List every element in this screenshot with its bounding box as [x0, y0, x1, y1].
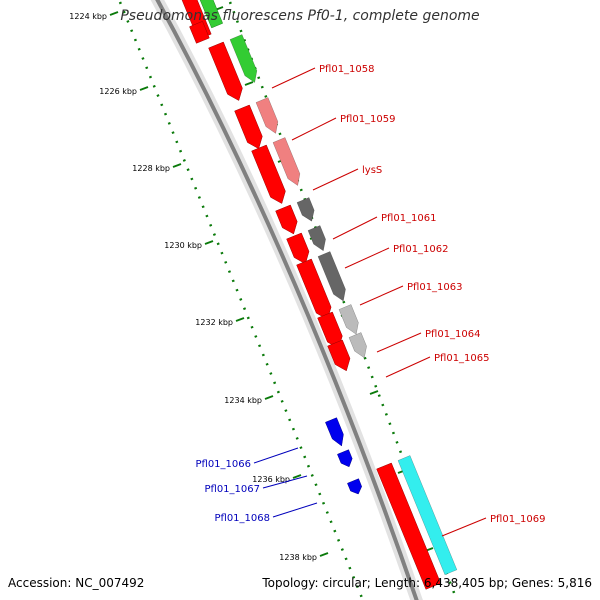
- kbp-label: 1234 kbp: [224, 396, 262, 405]
- leader-lines: [253, 67, 487, 537]
- gene-label-forward: Pfl01_1065: [434, 353, 490, 364]
- kbp-major-tick: [235, 317, 245, 322]
- kbp-label: 1224 kbp: [69, 12, 107, 21]
- topology-text: Topology: circular; Length: 6,438,405 bp…: [262, 576, 592, 590]
- leader-line: [359, 285, 404, 306]
- cds-forward-arrow: [327, 339, 351, 372]
- inner-tick-track: [118, 1, 364, 599]
- cog-track: [199, 0, 458, 576]
- kbp-major-tick: [319, 552, 329, 557]
- reverse-cds-track: [325, 417, 362, 495]
- cog-arrow: [317, 251, 346, 302]
- cog-arrow: [296, 197, 315, 222]
- cds-track: [181, 0, 442, 590]
- leader-line: [344, 247, 390, 269]
- kbp-label: 1230 kbp: [164, 241, 202, 250]
- gene-label-forward: Pfl01_1062: [393, 244, 449, 255]
- cds-forward-segment: [189, 20, 210, 44]
- outer-major-tick: [369, 390, 379, 395]
- gene-label-reverse: Pfl01_1068: [214, 513, 270, 524]
- kbp-major-tick: [139, 86, 149, 91]
- gene-labels: Pfl01_1058 Pfl01_1059 lysS Pfl01_1061 Pfl01_…: [195, 64, 545, 525]
- kbp-label-layer: 1224 kbp 1226 kbp 1228 kbp 1230 kbp 1232 kbp…: [69, 12, 317, 562]
- cds-forward-arrow: [286, 232, 310, 265]
- leader-line: [312, 168, 359, 191]
- cds-forward-arrow: [234, 104, 263, 150]
- gene-label-forward: Pfl01_1059: [340, 114, 396, 125]
- kbp-major-tick: [172, 163, 182, 168]
- kbp-major-tick: [204, 240, 214, 245]
- leader-line: [262, 475, 308, 489]
- leader-line: [271, 67, 316, 89]
- leader-line: [376, 332, 422, 353]
- leader-line: [385, 356, 431, 378]
- kbp-major-tick: [109, 11, 119, 16]
- leader-line: [272, 502, 318, 518]
- cog-arrow: [272, 137, 301, 186]
- leader-line: [332, 216, 378, 240]
- cog-arrow: [255, 97, 279, 134]
- leader-line: [441, 517, 487, 537]
- gene-label-forward: Pfl01_1064: [425, 329, 481, 340]
- gene-label-forward: Pfl01_1063: [407, 282, 463, 293]
- cds-forward-arrow: [275, 204, 298, 235]
- cog-arrow: [338, 304, 359, 335]
- cog-arrow: [348, 332, 367, 359]
- gene-label-forward: lysS: [362, 165, 382, 176]
- cds-forward-arrow: [251, 144, 286, 204]
- kbp-label: 1236 kbp: [252, 475, 290, 484]
- cds-reverse-arrow: [337, 449, 353, 468]
- cds-forward-arrow: [376, 462, 442, 590]
- outer-major-tick: [244, 81, 254, 86]
- gene-label-forward: Pfl01_1069: [490, 514, 546, 525]
- gene-label-reverse: Pfl01_1066: [195, 459, 251, 470]
- kbp-label: 1232 kbp: [195, 318, 233, 327]
- cog-arrow: [397, 455, 458, 576]
- kbp-major-tick: [264, 395, 274, 400]
- kbp-major-tick: [292, 474, 302, 479]
- cog-arrow: [229, 34, 258, 83]
- gene-label-forward: Pfl01_1058: [319, 64, 375, 75]
- cds-forward-arrow: [208, 41, 243, 101]
- kbp-label: 1228 kbp: [132, 164, 170, 173]
- leader-line: [253, 447, 299, 464]
- cds-reverse-arrow: [325, 417, 344, 447]
- gene-label-reverse: Pfl01_1067: [204, 484, 260, 495]
- cog-segment: [199, 0, 224, 29]
- kbp-label: 1238 kbp: [279, 553, 317, 562]
- cds-reverse-arrow: [347, 478, 362, 495]
- leader-line: [291, 117, 337, 141]
- gene-label-forward: Pfl01_1061: [381, 213, 437, 224]
- kbp-label: 1226 kbp: [99, 87, 137, 96]
- accession-text: Accession: NC_007492: [8, 576, 145, 590]
- genome-backbone-core: [155, 0, 419, 600]
- map-title: Pseudomonas fluorescens Pf0-1, complete …: [120, 8, 480, 24]
- cog-arrow: [307, 225, 326, 252]
- genome-backbone: [150, 0, 423, 600]
